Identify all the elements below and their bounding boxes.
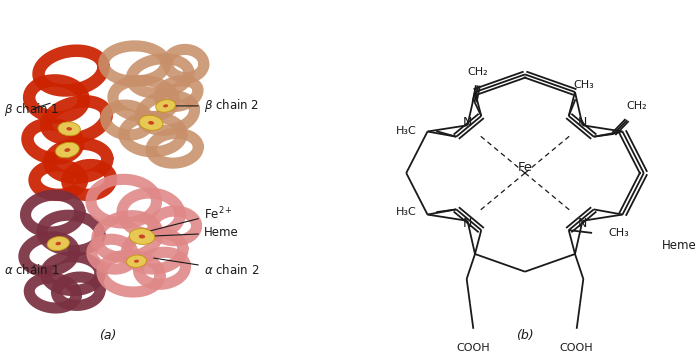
Text: H₃C: H₃C <box>395 207 416 217</box>
Ellipse shape <box>148 121 154 125</box>
Text: COOH: COOH <box>560 343 594 353</box>
Ellipse shape <box>130 228 155 245</box>
Text: Fe$^{2+}$: Fe$^{2+}$ <box>145 205 233 232</box>
Text: N: N <box>463 116 473 129</box>
Ellipse shape <box>139 115 163 130</box>
Ellipse shape <box>127 255 146 268</box>
Text: $\alpha$ chain 1: $\alpha$ chain 1 <box>4 263 59 277</box>
Text: Heme: Heme <box>662 239 696 252</box>
Ellipse shape <box>55 242 61 245</box>
Text: (b): (b) <box>516 329 534 342</box>
Text: $\beta$ chain 2: $\beta$ chain 2 <box>163 97 259 114</box>
Text: N: N <box>463 217 473 230</box>
Ellipse shape <box>64 148 70 152</box>
Text: $\alpha$ chain 2: $\alpha$ chain 2 <box>154 258 259 277</box>
Ellipse shape <box>58 122 80 136</box>
Ellipse shape <box>66 127 72 131</box>
Text: Heme: Heme <box>145 227 239 239</box>
Text: (a): (a) <box>99 329 116 342</box>
Ellipse shape <box>47 237 69 251</box>
Text: H₃C: H₃C <box>395 126 416 136</box>
Text: CH₂: CH₂ <box>626 101 648 111</box>
Text: N: N <box>578 116 587 129</box>
Text: CH₃: CH₃ <box>573 80 594 90</box>
Text: Fe: Fe <box>517 161 533 174</box>
Ellipse shape <box>155 100 176 112</box>
Text: CH₂: CH₂ <box>468 67 488 77</box>
Text: COOH: COOH <box>456 343 490 353</box>
Text: $\beta$ chain 1: $\beta$ chain 1 <box>4 101 59 118</box>
Ellipse shape <box>139 234 145 239</box>
Text: N: N <box>578 217 587 230</box>
Ellipse shape <box>134 260 139 263</box>
Text: CH₃: CH₃ <box>609 228 629 238</box>
Ellipse shape <box>163 104 168 107</box>
Ellipse shape <box>55 142 79 158</box>
